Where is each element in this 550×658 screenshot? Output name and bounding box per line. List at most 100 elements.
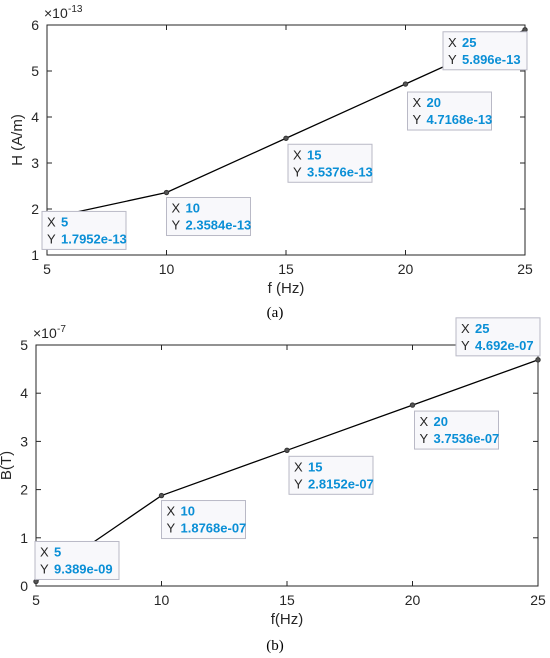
x-tick-label: 20 bbox=[398, 261, 414, 277]
y-tick-label: 4 bbox=[20, 385, 28, 401]
datatip-box bbox=[287, 143, 373, 183]
datatip-y-key: Y bbox=[167, 521, 176, 536]
datatip-x-key: X bbox=[420, 414, 429, 429]
datatip: X 15 Y 3.5376e-13 bbox=[287, 143, 373, 183]
datatip-y-value: 3.5376e-13 bbox=[307, 164, 373, 179]
data-point bbox=[402, 81, 409, 87]
datatip-box bbox=[455, 317, 541, 357]
datatip: X 25 Y 4.692e-07 bbox=[455, 317, 541, 357]
y-tick-label: 3 bbox=[31, 155, 39, 171]
datatip-box bbox=[407, 91, 492, 131]
y-tick-label: 5 bbox=[31, 63, 39, 79]
datatip: X 5Y 1.7952e-13 bbox=[41, 210, 127, 250]
datatip-y-value: 4.7168e-13 bbox=[427, 112, 493, 127]
datatip-x-key: X bbox=[172, 201, 181, 216]
data-point bbox=[535, 357, 541, 363]
datatip-y-key: Y bbox=[294, 476, 303, 491]
datatip-y-value: 1.8768e-07 bbox=[181, 521, 247, 536]
y-tick-label: 5 bbox=[20, 337, 28, 353]
datatip-y-value: 2.3584e-13 bbox=[186, 218, 252, 233]
y-tick-label: 2 bbox=[20, 482, 28, 498]
datatip-y-value: 3.7536e-07 bbox=[434, 431, 500, 446]
panel-caption: (b) bbox=[266, 638, 284, 654]
y-tick-label: 1 bbox=[20, 530, 28, 546]
datatip: X 15 Y 2.8152e-07 bbox=[288, 455, 374, 495]
y-tick-label: 6 bbox=[31, 17, 39, 33]
datatip-x-value: 20 bbox=[427, 95, 441, 110]
datatip-x-key: X bbox=[40, 544, 49, 559]
datatip-box bbox=[41, 210, 127, 250]
data-point bbox=[163, 189, 170, 196]
y-axis-label: H (A/m) bbox=[9, 114, 26, 166]
datatip-y-key: Y bbox=[413, 112, 422, 127]
x-tick-label: 10 bbox=[159, 261, 175, 277]
y-tick-label: 3 bbox=[20, 433, 28, 449]
datatip-x-key: X bbox=[167, 504, 176, 519]
datatip-box bbox=[288, 455, 374, 495]
x-tick-label: 10 bbox=[154, 592, 170, 608]
datatip-x-value: 5 bbox=[61, 214, 68, 229]
datatip-y-key: Y bbox=[448, 52, 457, 67]
x-axis-label: f (Hz) bbox=[268, 280, 305, 297]
x-axis-label: f(Hz) bbox=[271, 611, 304, 628]
data-point bbox=[284, 447, 290, 454]
datatip-x-value: 25 bbox=[475, 321, 489, 336]
data-point bbox=[158, 492, 165, 499]
datatip-y-key: Y bbox=[40, 561, 49, 576]
datatip-y-key: Y bbox=[293, 164, 302, 179]
axis-exponent: ×10 bbox=[33, 325, 57, 341]
axis-exponent: ×10 bbox=[44, 5, 68, 21]
datatip-x-key: X bbox=[461, 321, 470, 336]
datatip-box bbox=[166, 197, 251, 237]
datatip-x-value: 15 bbox=[307, 147, 321, 162]
datatip-x-key: X bbox=[47, 214, 56, 229]
y-tick-label: 2 bbox=[31, 201, 39, 217]
datatip-y-key: Y bbox=[461, 338, 470, 353]
x-tick-label: 25 bbox=[530, 592, 546, 608]
y-tick-label: 4 bbox=[31, 109, 39, 125]
datatip-box bbox=[414, 410, 499, 450]
data-point bbox=[409, 402, 416, 408]
datatip-y-value: 5.896e-13 bbox=[462, 52, 521, 67]
datatip: X 10 Y 2.3584e-13 bbox=[166, 197, 252, 237]
x-tick-label: 20 bbox=[405, 592, 421, 608]
x-tick-label: 25 bbox=[517, 261, 533, 277]
panel-caption: (a) bbox=[267, 305, 284, 321]
x-tick-label: 5 bbox=[32, 592, 40, 608]
datatip: X 25 Y 5.896e-13 bbox=[442, 31, 528, 71]
datatip-y-key: Y bbox=[420, 431, 429, 446]
datatip-y-value: 2.8152e-07 bbox=[308, 476, 374, 491]
datatip-y-value: 9.389e-09 bbox=[54, 561, 113, 576]
y-tick-label: 1 bbox=[31, 247, 39, 263]
datatip-x-value: 10 bbox=[186, 201, 200, 216]
datatip-x-value: 10 bbox=[181, 504, 195, 519]
datatip-box bbox=[161, 500, 246, 540]
datatip-x-key: X bbox=[294, 459, 303, 474]
datatip-x-key: X bbox=[413, 95, 422, 110]
x-tick-label: 15 bbox=[278, 261, 294, 277]
datatip-box bbox=[34, 540, 120, 580]
datatip: X 5Y 9.389e-09 bbox=[34, 540, 120, 580]
datatip-x-key: X bbox=[448, 35, 457, 50]
datatip-y-key: Y bbox=[47, 231, 56, 246]
datatip: X 20 Y 3.7536e-07 bbox=[414, 410, 500, 450]
axis-exponent-power: -7 bbox=[57, 324, 66, 335]
datatip-box bbox=[442, 31, 528, 71]
datatip-x-value: 15 bbox=[308, 459, 322, 474]
datatip: X 20 Y 4.7168e-13 bbox=[407, 91, 493, 131]
datatip: X 10 Y 1.8768e-07 bbox=[161, 500, 247, 540]
datatip-x-value: 25 bbox=[462, 35, 476, 50]
datatip-x-value: 5 bbox=[54, 544, 61, 559]
x-tick-label: 15 bbox=[279, 592, 295, 608]
x-tick-label: 5 bbox=[43, 261, 51, 277]
datatip-y-value: 1.7952e-13 bbox=[61, 231, 127, 246]
axis-exponent-power: -13 bbox=[68, 4, 83, 15]
data-point bbox=[283, 135, 289, 141]
datatip-y-value: 4.692e-07 bbox=[475, 338, 534, 353]
datatip-x-key: X bbox=[293, 147, 302, 162]
y-axis-label: B(T) bbox=[0, 451, 15, 480]
y-tick-label: 0 bbox=[20, 578, 28, 594]
